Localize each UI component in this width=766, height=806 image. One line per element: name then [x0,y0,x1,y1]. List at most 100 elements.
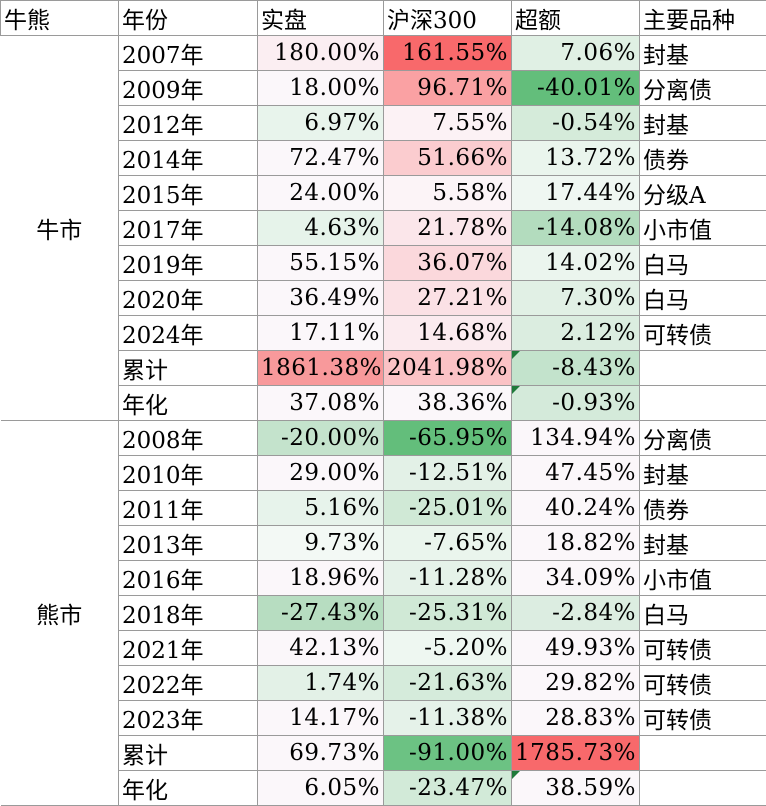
excess-return-cell[interactable]: 38.59% [511,770,640,806]
excess-return-cell[interactable]: 7.06% [511,35,640,71]
actual-return-cell[interactable]: 72.47% [257,140,384,176]
actual-return-cell[interactable]: 180.00% [257,35,384,71]
actual-return-cell[interactable]: 17.11% [257,315,384,351]
year-cell[interactable]: 2023年 [118,700,258,736]
hs300-return-cell[interactable]: -25.01% [383,490,512,526]
excess-return-cell[interactable]: 134.94% [511,420,640,456]
actual-return-cell[interactable]: 42.13% [257,630,384,666]
hs300-return-cell[interactable]: -91.00% [383,735,512,771]
year-cell[interactable]: 2008年 [118,420,258,456]
actual-return-cell[interactable]: 4.63% [257,210,384,246]
actual-return-cell[interactable]: 18.96% [257,560,384,596]
year-cell[interactable]: 年化 [118,385,258,421]
hs300-return-cell[interactable]: -11.38% [383,700,512,736]
product-cell[interactable]: 小市值 [639,560,766,596]
excess-return-cell[interactable]: 17.44% [511,175,640,211]
year-cell[interactable]: 2011年 [118,490,258,526]
excess-return-cell[interactable]: -0.93% [511,385,640,421]
excess-return-cell[interactable]: -8.43% [511,350,640,386]
year-cell[interactable]: 2013年 [118,525,258,561]
hs300-return-cell[interactable]: 36.07% [383,245,512,281]
product-cell[interactable]: 封基 [639,455,766,491]
year-cell[interactable]: 2021年 [118,630,258,666]
year-cell[interactable]: 2015年 [118,175,258,211]
hs300-return-cell[interactable]: 161.55% [383,35,512,71]
hs300-return-cell[interactable]: 21.78% [383,210,512,246]
excess-return-cell[interactable]: -2.84% [511,595,640,631]
product-cell[interactable] [639,385,766,421]
product-cell[interactable]: 债券 [639,490,766,526]
product-cell[interactable]: 小市值 [639,210,766,246]
hs300-return-cell[interactable]: -7.65% [383,525,512,561]
hs300-return-cell[interactable]: -5.20% [383,630,512,666]
excess-return-cell[interactable]: 7.30% [511,280,640,316]
hs300-return-cell[interactable]: 5.58% [383,175,512,211]
excess-return-cell[interactable]: -40.01% [511,70,640,106]
product-cell[interactable] [639,770,766,806]
year-cell[interactable]: 2018年 [118,595,258,631]
excess-return-cell[interactable]: 49.93% [511,630,640,666]
product-cell[interactable]: 白马 [639,595,766,631]
hs300-return-cell[interactable]: 14.68% [383,315,512,351]
product-cell[interactable]: 可转债 [639,665,766,701]
market-regime-cell[interactable]: 牛市 [0,35,119,421]
year-cell[interactable]: 2022年 [118,665,258,701]
product-cell[interactable]: 白马 [639,245,766,281]
actual-return-cell[interactable]: 37.08% [257,385,384,421]
actual-return-cell[interactable]: 6.97% [257,105,384,141]
actual-return-cell[interactable]: 55.15% [257,245,384,281]
actual-return-cell[interactable]: 69.73% [257,735,384,771]
excess-return-cell[interactable]: -14.08% [511,210,640,246]
actual-return-cell[interactable]: 29.00% [257,455,384,491]
actual-return-cell[interactable]: 9.73% [257,525,384,561]
hs300-return-cell[interactable]: 96.71% [383,70,512,106]
product-cell[interactable] [639,735,766,771]
product-cell[interactable]: 封基 [639,525,766,561]
actual-return-cell[interactable]: 14.17% [257,700,384,736]
header-cell-regime[interactable]: 牛熊 [0,0,119,36]
actual-return-cell[interactable]: 5.16% [257,490,384,526]
hs300-return-cell[interactable]: -25.31% [383,595,512,631]
header-cell-product[interactable]: 主要品种 [639,0,766,36]
product-cell[interactable]: 可转债 [639,630,766,666]
actual-return-cell[interactable]: 1861.38% [257,350,384,386]
header-cell-actual[interactable]: 实盘 [257,0,384,36]
hs300-return-cell[interactable]: 27.21% [383,280,512,316]
excess-return-cell[interactable]: 34.09% [511,560,640,596]
excess-return-cell[interactable]: 47.45% [511,455,640,491]
hs300-return-cell[interactable]: -65.95% [383,420,512,456]
year-cell[interactable]: 2014年 [118,140,258,176]
header-cell-excess[interactable]: 超额 [511,0,640,36]
actual-return-cell[interactable]: 18.00% [257,70,384,106]
actual-return-cell[interactable]: -27.43% [257,595,384,631]
actual-return-cell[interactable]: 24.00% [257,175,384,211]
year-cell[interactable]: 2009年 [118,70,258,106]
excess-return-cell[interactable]: 28.83% [511,700,640,736]
year-cell[interactable]: 2017年 [118,210,258,246]
year-cell[interactable]: 2010年 [118,455,258,491]
product-cell[interactable]: 可转债 [639,700,766,736]
product-cell[interactable]: 分离债 [639,420,766,456]
year-cell[interactable]: 2024年 [118,315,258,351]
product-cell[interactable]: 债券 [639,140,766,176]
excess-return-cell[interactable]: 18.82% [511,525,640,561]
year-cell[interactable]: 累计 [118,735,258,771]
hs300-return-cell[interactable]: -23.47% [383,770,512,806]
hs300-return-cell[interactable]: 38.36% [383,385,512,421]
product-cell[interactable]: 封基 [639,35,766,71]
excess-return-cell[interactable]: 13.72% [511,140,640,176]
excess-return-cell[interactable]: -0.54% [511,105,640,141]
year-cell[interactable]: 年化 [118,770,258,806]
hs300-return-cell[interactable]: 51.66% [383,140,512,176]
year-cell[interactable]: 2012年 [118,105,258,141]
excess-return-cell[interactable]: 2.12% [511,315,640,351]
market-regime-cell[interactable]: 熊市 [0,420,119,806]
year-cell[interactable]: 2016年 [118,560,258,596]
year-cell[interactable]: 2007年 [118,35,258,71]
year-cell[interactable]: 累计 [118,350,258,386]
hs300-return-cell[interactable]: 2041.98% [383,350,512,386]
year-cell[interactable]: 2019年 [118,245,258,281]
header-cell-hs300[interactable]: 沪深300 [383,0,512,36]
actual-return-cell[interactable]: 1.74% [257,665,384,701]
actual-return-cell[interactable]: -20.00% [257,420,384,456]
